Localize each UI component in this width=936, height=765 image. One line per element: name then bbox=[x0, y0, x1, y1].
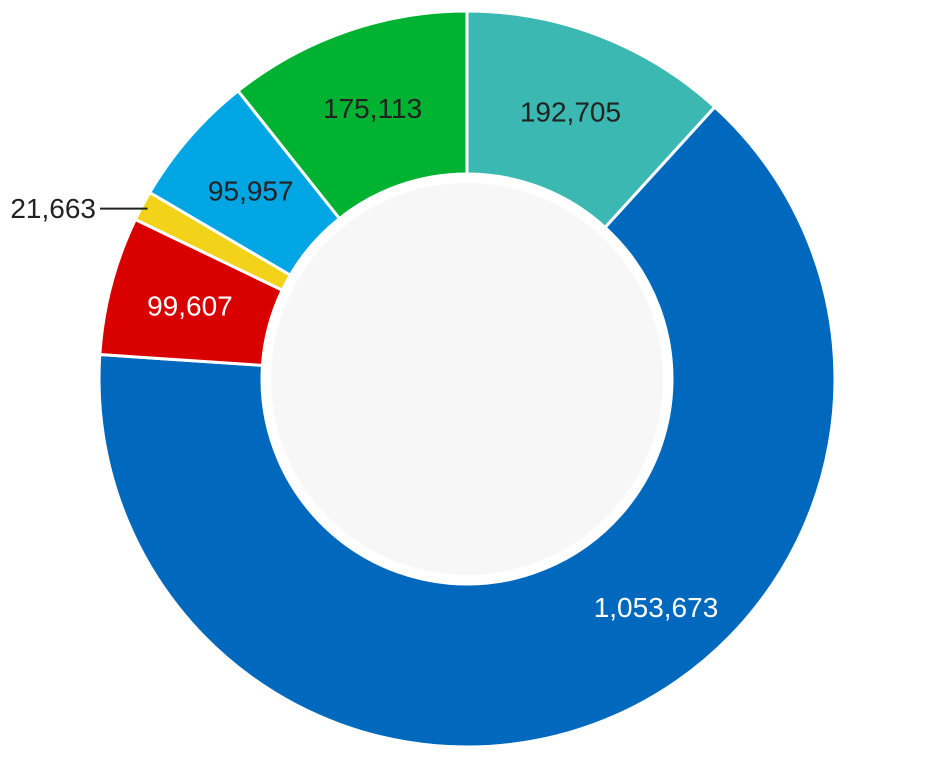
donut-slice-label-4: 95,957 bbox=[208, 176, 294, 207]
donut-slice-label-0: 192,705 bbox=[520, 96, 621, 127]
donut-slice-label-2: 99,607 bbox=[147, 291, 233, 322]
donut-slice-label-3: 21,663 bbox=[10, 193, 96, 224]
donut-slice-label-1: 1,053,673 bbox=[594, 592, 719, 623]
donut-slice-label-5: 175,113 bbox=[323, 93, 422, 124]
donut-center bbox=[271, 183, 663, 575]
